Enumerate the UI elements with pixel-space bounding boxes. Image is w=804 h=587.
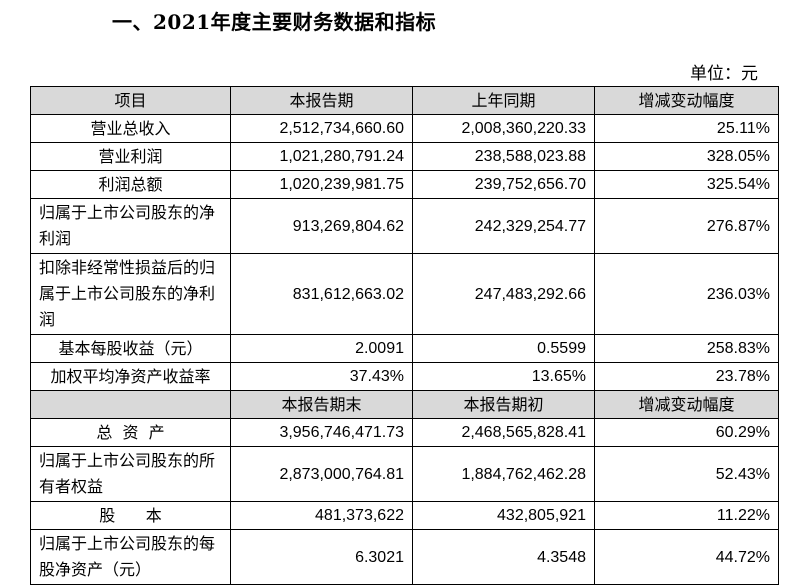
- table-row: 归属于上市公司股东的净利润 913,269,804.62 242,329,254…: [30, 198, 779, 254]
- row-current: 1,021,280,791.24: [230, 142, 413, 171]
- subheader-item: [30, 390, 231, 419]
- row-label: 归属于上市公司股东的每股净资产（元）: [30, 529, 231, 585]
- row-previous: 2,468,565,828.41: [412, 418, 595, 447]
- table-row: 基本每股收益（元） 2.0091 0.5599 258.83%: [30, 334, 779, 363]
- row-label: 营业总收入: [30, 114, 231, 143]
- row-label: 总 资 产: [30, 418, 231, 447]
- row-current: 831,612,663.02: [230, 253, 413, 335]
- table-row: 加权平均净资产收益率 37.43% 13.65% 23.78%: [30, 362, 779, 391]
- row-current: 6.3021: [230, 529, 413, 585]
- row-change: 325.54%: [594, 170, 779, 199]
- header-current: 本报告期: [230, 86, 413, 115]
- subheader-period-start: 本报告期初: [412, 390, 595, 419]
- row-change: 23.78%: [594, 362, 779, 391]
- row-label: 归属于上市公司股东的净利润: [30, 198, 231, 254]
- row-change: 236.03%: [594, 253, 779, 335]
- table-subheader-row: 本报告期末 本报告期初 增减变动幅度: [30, 390, 779, 419]
- row-change: 11.22%: [594, 501, 779, 530]
- row-previous: 1,884,762,462.28: [412, 446, 595, 502]
- header-previous: 上年同期: [412, 86, 595, 115]
- header-change: 增减变动幅度: [594, 86, 779, 115]
- table-row: 归属于上市公司股东的每股净资产（元） 6.3021 4.3548 44.72%: [30, 529, 779, 585]
- row-current: 2.0091: [230, 334, 413, 363]
- table-row: 营业总收入 2,512,734,660.60 2,008,360,220.33 …: [30, 114, 779, 143]
- table-row: 营业利润 1,021,280,791.24 238,588,023.88 328…: [30, 142, 779, 171]
- row-current: 3,956,746,471.73: [230, 418, 413, 447]
- row-label: 营业利润: [30, 142, 231, 171]
- row-previous: 239,752,656.70: [412, 170, 595, 199]
- table-row: 利润总额 1,020,239,981.75 239,752,656.70 325…: [30, 170, 779, 199]
- table-row: 扣除非经常性损益后的归属于上市公司股东的净利润 831,612,663.02 2…: [30, 253, 779, 335]
- row-label: 基本每股收益（元）: [30, 334, 231, 363]
- row-previous: 13.65%: [412, 362, 595, 391]
- financial-table: 项目 本报告期 上年同期 增减变动幅度 营业总收入 2,512,734,660.…: [30, 86, 779, 585]
- subheader-change: 增减变动幅度: [594, 390, 779, 419]
- page-title: 一、2021年度主要财务数据和指标: [112, 10, 437, 34]
- subheader-period-end: 本报告期末: [230, 390, 413, 419]
- row-previous: 238,588,023.88: [412, 142, 595, 171]
- table-header-row: 项目 本报告期 上年同期 增减变动幅度: [30, 86, 779, 115]
- row-label: 利润总额: [30, 170, 231, 199]
- row-change: 52.43%: [594, 446, 779, 502]
- row-current: 2,873,000,764.81: [230, 446, 413, 502]
- row-change: 258.83%: [594, 334, 779, 363]
- unit-label: 单位：元: [690, 64, 758, 84]
- row-label: 股 本: [30, 501, 231, 530]
- row-previous: 4.3548: [412, 529, 595, 585]
- row-previous: 242,329,254.77: [412, 198, 595, 254]
- row-change: 276.87%: [594, 198, 779, 254]
- table-row: 归属于上市公司股东的所有者权益 2,873,000,764.81 1,884,7…: [30, 446, 779, 502]
- header-item: 项目: [30, 86, 231, 115]
- row-current: 1,020,239,981.75: [230, 170, 413, 199]
- row-label: 扣除非经常性损益后的归属于上市公司股东的净利润: [30, 253, 231, 335]
- row-current: 2,512,734,660.60: [230, 114, 413, 143]
- row-change: 328.05%: [594, 142, 779, 171]
- row-previous: 0.5599: [412, 334, 595, 363]
- row-previous: 2,008,360,220.33: [412, 114, 595, 143]
- row-previous: 247,483,292.66: [412, 253, 595, 335]
- row-change: 44.72%: [594, 529, 779, 585]
- row-previous: 432,805,921: [412, 501, 595, 530]
- row-current: 481,373,622: [230, 501, 413, 530]
- row-change: 25.11%: [594, 114, 779, 143]
- row-change: 60.29%: [594, 418, 779, 447]
- row-current: 37.43%: [230, 362, 413, 391]
- table-row: 总 资 产 3,956,746,471.73 2,468,565,828.41 …: [30, 418, 779, 447]
- table-row: 股 本 481,373,622 432,805,921 11.22%: [30, 501, 779, 530]
- row-label: 归属于上市公司股东的所有者权益: [30, 446, 231, 502]
- row-label: 加权平均净资产收益率: [30, 362, 231, 391]
- row-current: 913,269,804.62: [230, 198, 413, 254]
